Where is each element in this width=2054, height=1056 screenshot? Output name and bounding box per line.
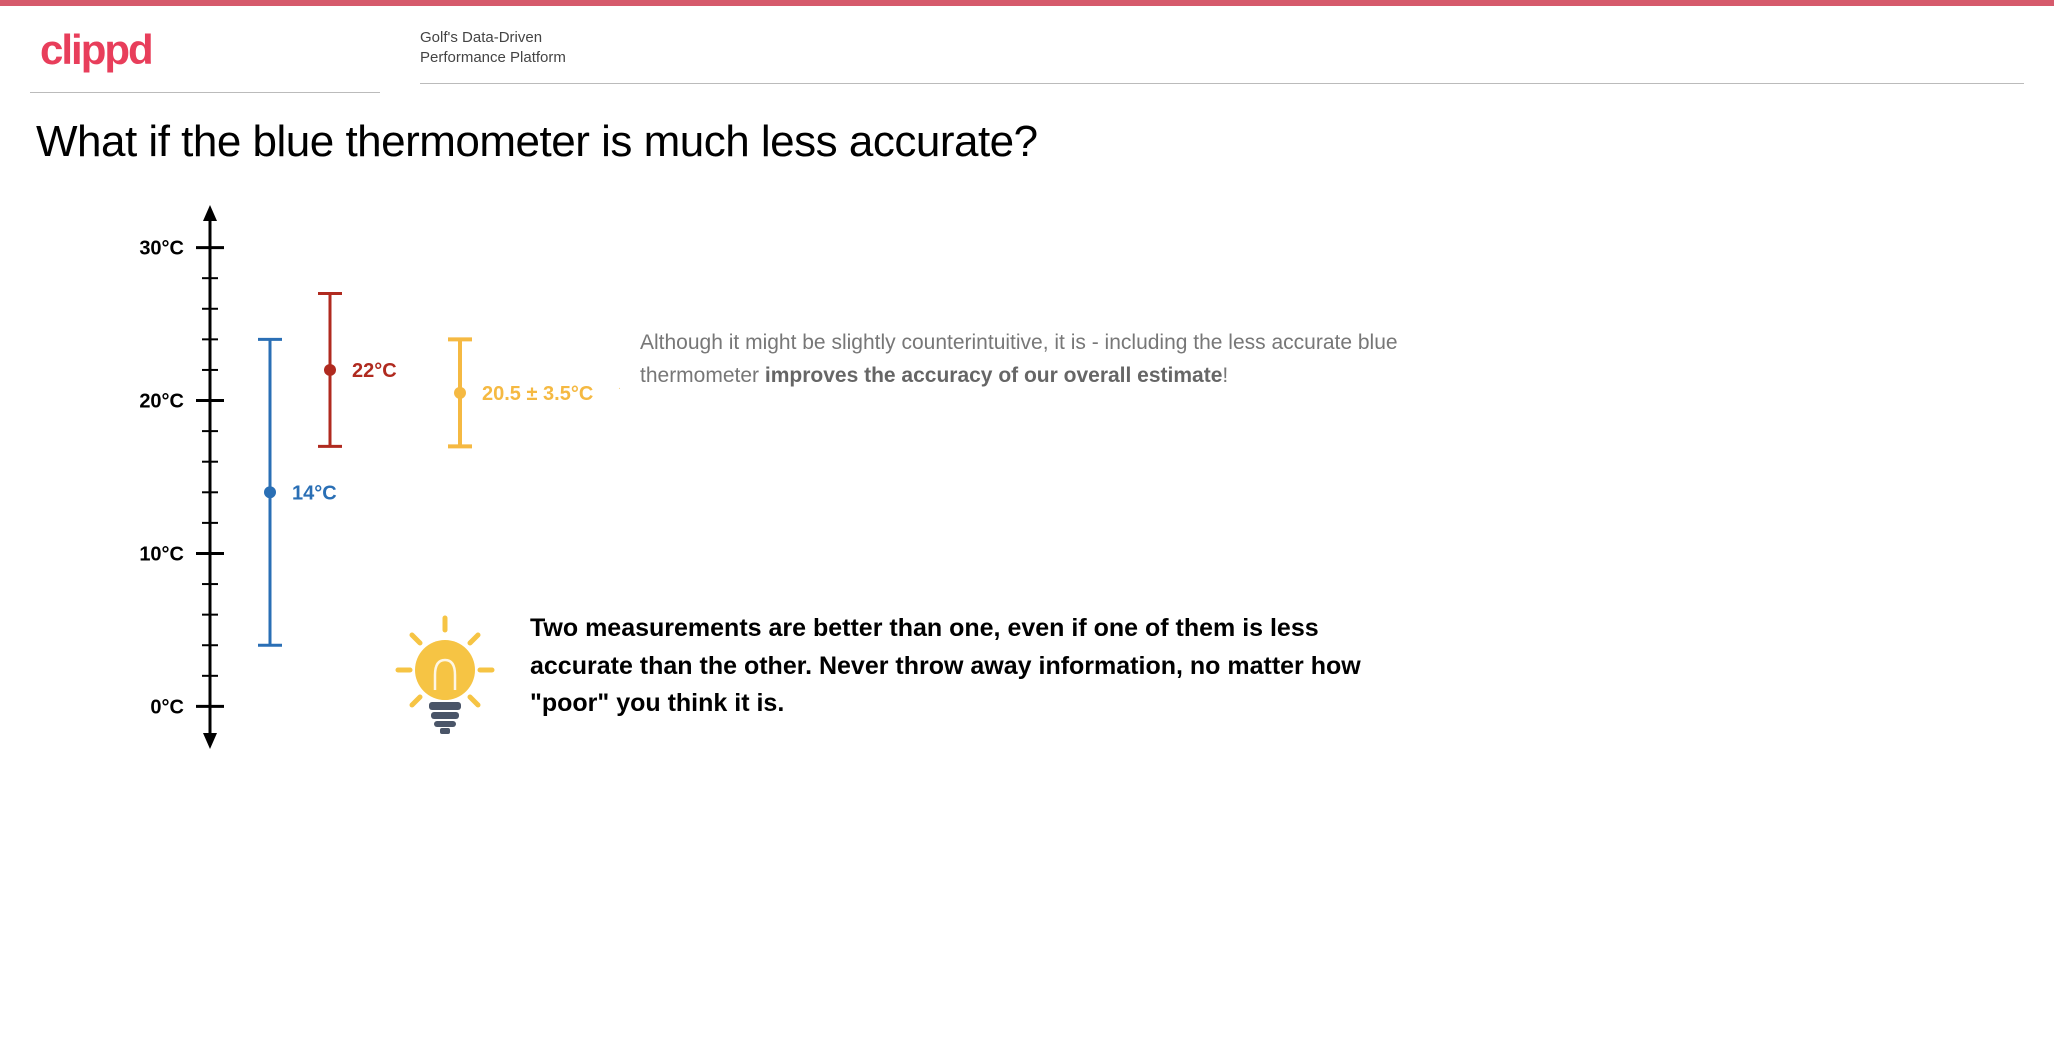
explain-bold: improves the accuracy of our overall est…: [765, 364, 1223, 387]
brand-container: clippd: [30, 22, 380, 93]
svg-text:20°C: 20°C: [139, 391, 184, 413]
svg-text:14°C: 14°C: [292, 482, 337, 504]
lightbulb-icon: [390, 610, 500, 745]
svg-text:22°C: 22°C: [352, 360, 397, 382]
svg-text:30°C: 30°C: [139, 238, 184, 260]
svg-text:20.5 ± 3.5°C: 20.5 ± 3.5°C: [482, 383, 593, 405]
takeaway-text: Two measurements are better than one, ev…: [530, 610, 1410, 723]
tagline-line2: Performance Platform: [420, 48, 2024, 68]
explain-text: Although it might be slightly counterint…: [640, 327, 1420, 392]
tagline-line1: Golf's Data-Driven: [420, 28, 2024, 48]
page-title: What if the blue thermometer is much les…: [0, 93, 2054, 167]
brand-logo: clippd: [40, 26, 380, 74]
explain-post: !: [1222, 364, 1228, 387]
tagline: Golf's Data-Driven Performance Platform: [420, 22, 2024, 84]
svg-text:0°C: 0°C: [150, 696, 184, 718]
takeaway-row: Two measurements are better than one, ev…: [390, 610, 1994, 745]
svg-text:10°C: 10°C: [139, 543, 184, 565]
header: clippd Golf's Data-Driven Performance Pl…: [0, 6, 2054, 93]
